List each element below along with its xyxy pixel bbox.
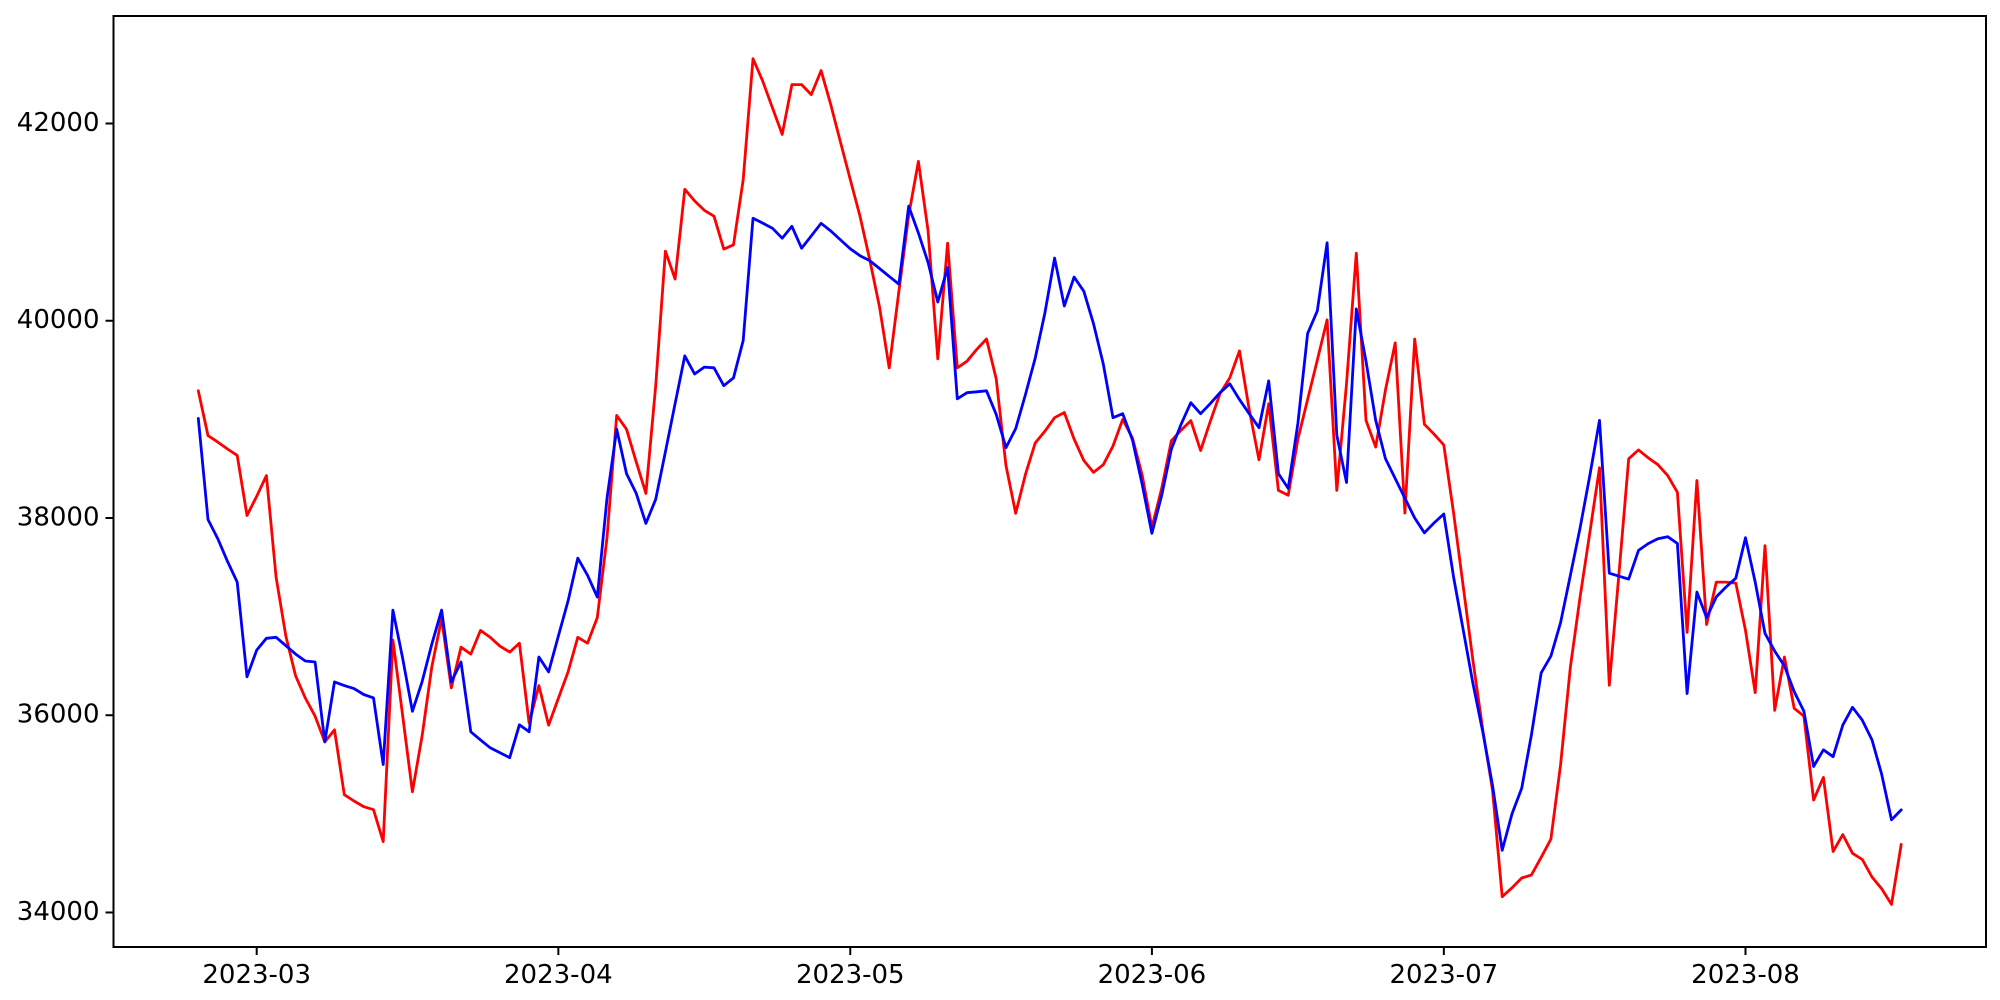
y-tick-label: 38000 [17,502,100,532]
y-tick-label: 40000 [17,305,100,335]
series-group [196,57,1903,906]
y-tick-label: 34000 [17,897,100,927]
plot-border [112,15,1987,948]
x-axis: 2023-03 2023-04 2023-05 2023-06 2023-07 2023-… [202,947,1800,990]
x-tick-label: 2023-07 [1390,960,1499,990]
blue-series-line [196,204,1903,852]
x-tick-label: 2023-03 [202,960,311,990]
x-tick-label: 2023-05 [796,960,905,990]
x-tick-label: 2023-08 [1691,960,1800,990]
x-tick-label: 2023-06 [1098,960,1207,990]
red-series-line [196,57,1903,906]
y-axis: 34000 36000 38000 40000 42000 [17,108,114,927]
y-tick-label: 42000 [17,108,100,138]
x-tick-label: 2023-04 [504,960,613,990]
y-tick-label: 36000 [17,700,100,730]
